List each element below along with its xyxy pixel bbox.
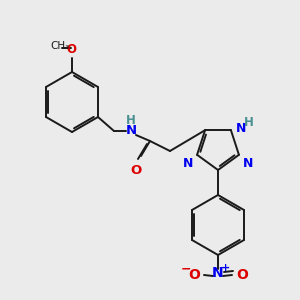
Text: N: N bbox=[236, 122, 246, 135]
Text: +: + bbox=[220, 263, 230, 273]
Text: N: N bbox=[183, 157, 193, 170]
Text: N: N bbox=[125, 124, 136, 137]
Text: O: O bbox=[130, 164, 142, 177]
Text: H: H bbox=[126, 115, 136, 128]
Text: CH₃: CH₃ bbox=[50, 41, 70, 51]
Text: H: H bbox=[244, 116, 254, 129]
Text: N: N bbox=[243, 157, 253, 170]
Text: −: − bbox=[181, 262, 191, 275]
Text: O: O bbox=[66, 43, 76, 56]
Text: N: N bbox=[212, 266, 224, 280]
Text: O: O bbox=[236, 268, 248, 282]
Text: O: O bbox=[188, 268, 200, 282]
